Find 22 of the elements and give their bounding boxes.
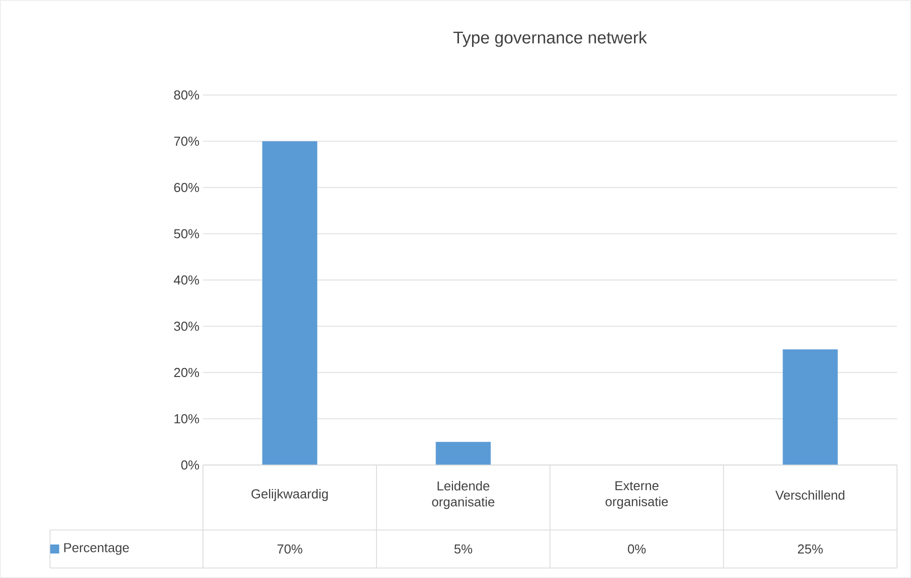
x-tick-label: Verschillend [775,490,844,500]
x-tick-label: Leidende organisatie [432,480,494,510]
data-label: 70% [277,544,302,554]
y-tick-label: 20% [174,368,200,378]
y-tick-label: 40% [174,275,200,285]
legend-label: Percentage [64,543,129,555]
chart-title: Type governance netwerk [453,31,647,47]
y-tick-label: 50% [174,229,200,238]
bar [262,141,318,465]
y-tick-label: 10% [174,414,200,424]
y-tick-label: 0% [181,460,200,470]
data-label: 0% [628,544,646,554]
y-tick-label: 60% [174,182,200,192]
y-tick-label: 80% [174,90,200,100]
y-tick-label: 70% [174,136,200,146]
data-label: 25% [798,544,823,554]
x-tick-label: Gelijkwaardig [252,488,328,502]
data-label: 5% [454,544,472,554]
bar [782,349,838,465]
x-tick-label: Externe organisatie [606,481,668,509]
bar [436,442,491,465]
y-tick-label: 30% [174,322,200,331]
